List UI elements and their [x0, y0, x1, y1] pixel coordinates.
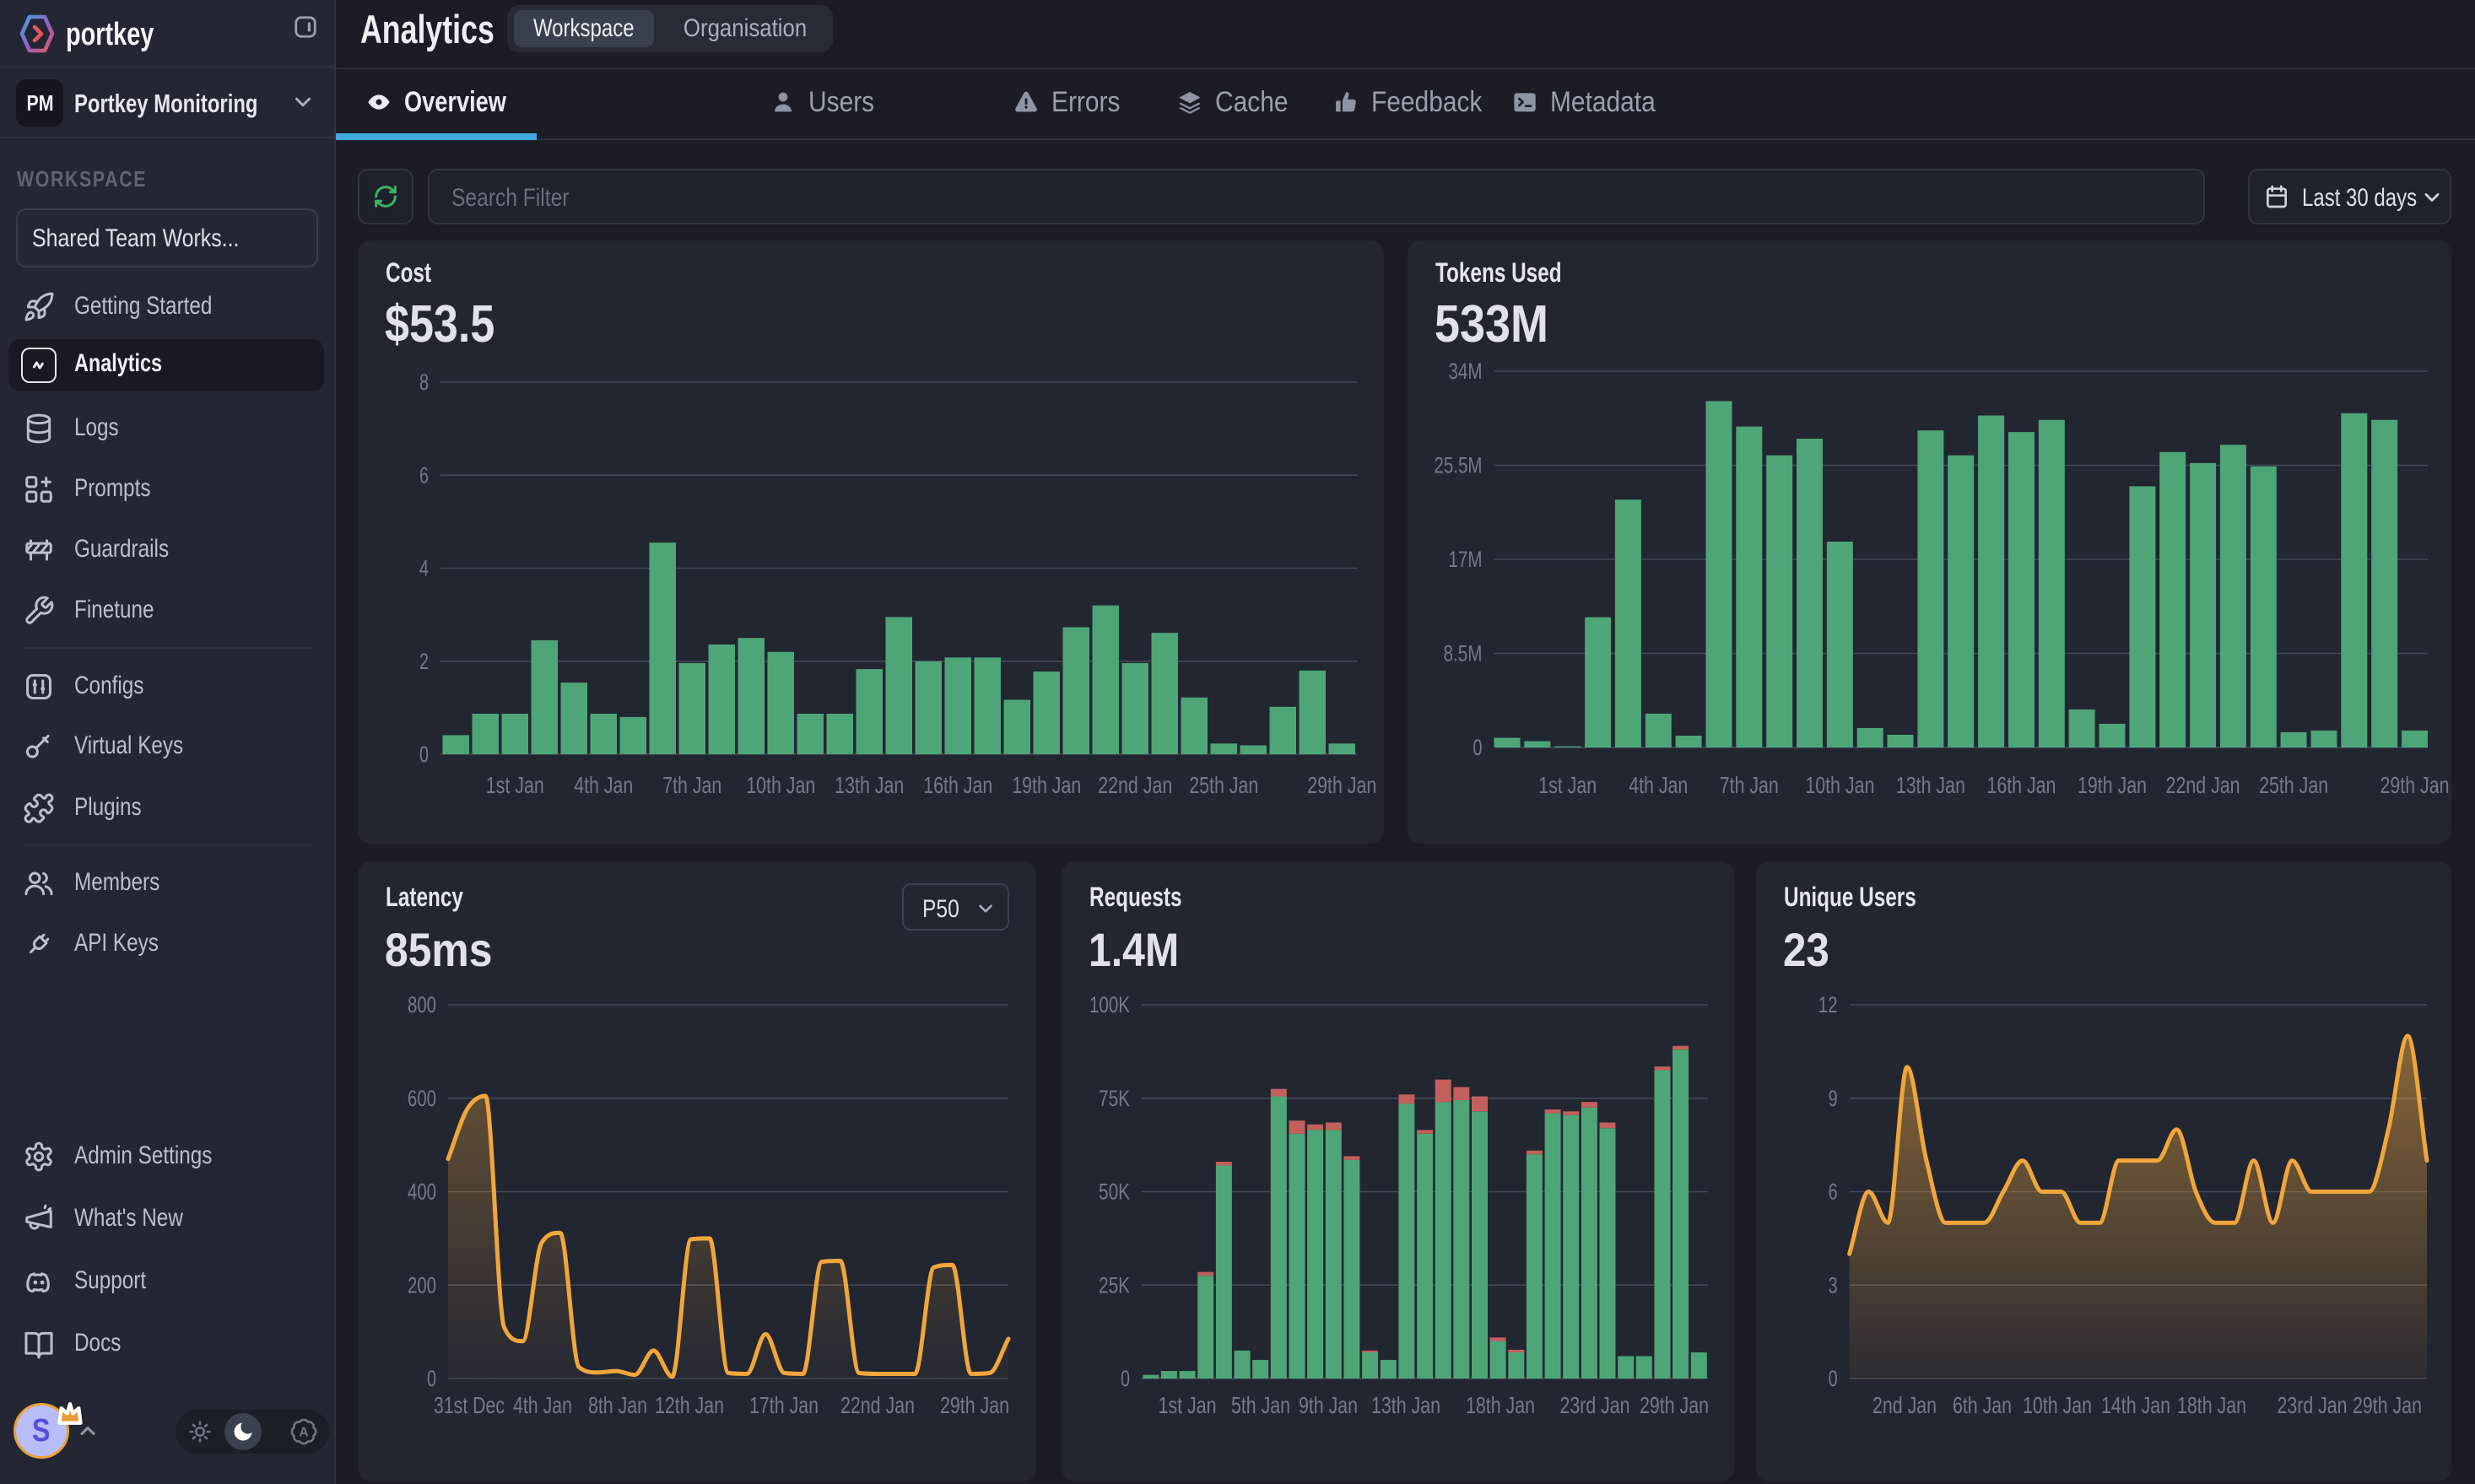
svg-text:13th Jan: 13th Jan	[1371, 1392, 1440, 1418]
svg-text:3: 3	[1829, 1272, 1838, 1298]
svg-text:18th Jan: 18th Jan	[1466, 1392, 1535, 1418]
svg-text:4th Jan: 4th Jan	[1629, 772, 1688, 798]
svg-text:17th Jan: 17th Jan	[749, 1392, 819, 1418]
svg-text:19th Jan: 19th Jan	[1012, 772, 1081, 798]
svg-text:800: 800	[408, 992, 436, 1017]
svg-text:1st Jan: 1st Jan	[1159, 1392, 1217, 1418]
svg-text:10th Jan: 10th Jan	[746, 772, 815, 798]
svg-text:16th Jan: 16th Jan	[1986, 772, 2056, 798]
svg-text:16th Jan: 16th Jan	[923, 772, 992, 798]
svg-text:17M: 17M	[1449, 547, 1483, 572]
svg-text:5th Jan: 5th Jan	[1231, 1392, 1290, 1418]
svg-text:13th Jan: 13th Jan	[835, 772, 904, 798]
svg-text:25th Jan: 25th Jan	[2259, 772, 2328, 798]
svg-text:13th Jan: 13th Jan	[1896, 772, 1965, 798]
svg-text:0: 0	[427, 1366, 436, 1391]
svg-text:2nd Jan: 2nd Jan	[1872, 1392, 1937, 1418]
svg-text:22nd Jan: 22nd Jan	[840, 1392, 915, 1418]
svg-text:4: 4	[419, 556, 429, 581]
svg-text:23rd Jan: 23rd Jan	[1560, 1392, 1630, 1418]
svg-text:10th Jan: 10th Jan	[1805, 772, 1874, 798]
svg-text:8: 8	[419, 370, 429, 395]
svg-text:12: 12	[1818, 992, 1838, 1017]
svg-text:7th Jan: 7th Jan	[662, 772, 721, 798]
svg-text:0: 0	[1829, 1366, 1838, 1391]
svg-text:22nd Jan: 22nd Jan	[2166, 772, 2240, 798]
svg-text:25th Jan: 25th Jan	[1189, 772, 1258, 798]
svg-text:4th Jan: 4th Jan	[513, 1392, 572, 1418]
svg-text:31st Dec: 31st Dec	[434, 1392, 505, 1418]
svg-text:0: 0	[1121, 1366, 1130, 1391]
svg-text:19th Jan: 19th Jan	[2078, 772, 2147, 798]
svg-text:1st Jan: 1st Jan	[1538, 772, 1597, 798]
svg-text:25.5M: 25.5M	[1435, 453, 1483, 478]
svg-text:14th Jan: 14th Jan	[2101, 1392, 2170, 1418]
svg-text:2: 2	[419, 649, 429, 674]
svg-text:A: A	[299, 1426, 308, 1440]
svg-text:0: 0	[419, 742, 429, 767]
svg-text:29th Jan: 29th Jan	[940, 1392, 1009, 1418]
svg-text:34M: 34M	[1449, 359, 1483, 384]
svg-text:6: 6	[1829, 1179, 1838, 1205]
svg-text:10th Jan: 10th Jan	[2023, 1392, 2092, 1418]
svg-text:29th Jan: 29th Jan	[1640, 1392, 1709, 1418]
svg-text:1st Jan: 1st Jan	[486, 772, 544, 798]
svg-text:18th Jan: 18th Jan	[2177, 1392, 2246, 1418]
svg-text:4th Jan: 4th Jan	[574, 772, 633, 798]
svg-text:9: 9	[1829, 1086, 1838, 1111]
svg-text:600: 600	[408, 1086, 436, 1111]
svg-text:12th Jan: 12th Jan	[655, 1392, 724, 1418]
svg-text:100K: 100K	[1089, 992, 1130, 1017]
svg-text:23rd Jan: 23rd Jan	[2278, 1392, 2348, 1418]
svg-text:75K: 75K	[1099, 1086, 1130, 1111]
svg-text:29th Jan: 29th Jan	[2380, 772, 2450, 798]
svg-text:7th Jan: 7th Jan	[1720, 772, 1779, 798]
svg-text:6th Jan: 6th Jan	[1953, 1392, 2012, 1418]
svg-text:29th Jan: 29th Jan	[1307, 772, 1376, 798]
svg-text:6: 6	[419, 462, 429, 488]
svg-text:200: 200	[408, 1272, 436, 1298]
svg-text:0: 0	[1473, 735, 1483, 760]
svg-text:50K: 50K	[1099, 1179, 1130, 1205]
svg-text:25K: 25K	[1099, 1272, 1130, 1298]
svg-text:8th Jan: 8th Jan	[588, 1392, 647, 1418]
svg-text:22nd Jan: 22nd Jan	[1098, 772, 1172, 798]
svg-text:8.5M: 8.5M	[1444, 641, 1483, 666]
svg-text:29th Jan: 29th Jan	[2353, 1392, 2422, 1418]
svg-text:9th Jan: 9th Jan	[1299, 1392, 1358, 1418]
svg-text:400: 400	[408, 1179, 436, 1205]
